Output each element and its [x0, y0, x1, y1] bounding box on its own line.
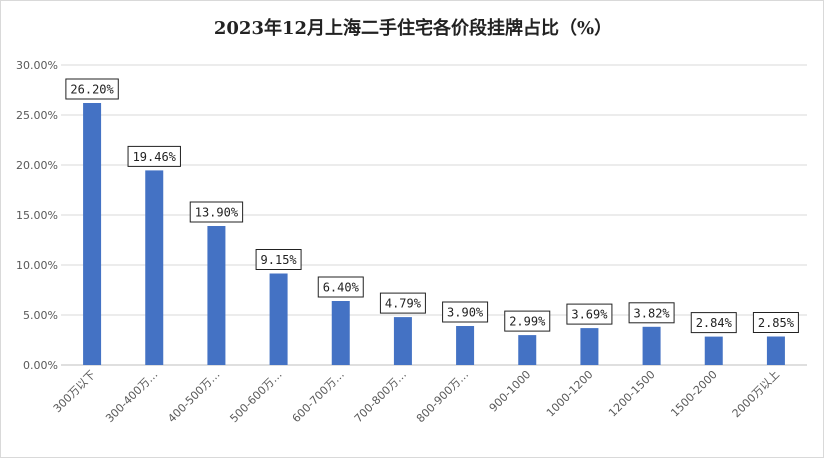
- data-label-box: [379, 292, 426, 314]
- bar: [207, 226, 226, 365]
- data-label-box: [504, 310, 551, 332]
- x-tick-label: 300万以下: [51, 368, 98, 415]
- bars: [83, 103, 785, 365]
- x-tick-label: 300-400万…: [103, 368, 160, 425]
- bar: [704, 336, 723, 365]
- y-tick-label: 25.00%: [16, 109, 58, 122]
- data-label: 26.20%: [70, 83, 114, 97]
- x-tick-label: 500-600万…: [227, 368, 284, 425]
- x-tick-label: 700-800万…: [352, 368, 409, 425]
- x-tick-label: 1500-2000: [668, 368, 720, 420]
- x-tick-label: 800-900万…: [414, 368, 471, 425]
- data-label: 3.69%: [571, 308, 608, 322]
- y-tick-label: 20.00%: [16, 159, 58, 172]
- data-label-box: [317, 276, 364, 298]
- chart-title: 2023年12月上海二手住宅各价段挂牌占比（%）: [214, 17, 612, 39]
- bar: [269, 273, 288, 365]
- bar: [518, 335, 537, 365]
- y-axis-ticks: 0.00% 5.00% 10.00% 15.00% 20.00% 25.00% 30.00%: [16, 59, 58, 372]
- data-label: 19.46%: [133, 150, 177, 164]
- data-labels: 26.20% 19.46% 13.90% 9.15% 6.40% 4.79% 3.90% 2.…: [65, 78, 799, 334]
- bar: [766, 336, 785, 365]
- bar: [456, 326, 475, 365]
- y-tick-label: 30.00%: [16, 59, 58, 72]
- data-label-box: [628, 302, 675, 324]
- data-label: 9.15%: [261, 253, 298, 267]
- x-tick-label: 400-500万…: [165, 368, 222, 425]
- bar: [393, 317, 412, 365]
- data-label-box: [189, 201, 244, 223]
- x-tick-label: 1000-1200: [544, 368, 596, 420]
- y-tick-label: 0.00%: [23, 359, 58, 372]
- x-tick-label: 1200-1500: [606, 368, 658, 420]
- data-label: 2.85%: [758, 316, 795, 330]
- data-label: 2.84%: [696, 316, 733, 330]
- x-tick-label: 2000万以上: [730, 368, 782, 420]
- gridlines: [61, 64, 807, 366]
- data-label: 6.40%: [323, 281, 360, 295]
- data-label: 2.99%: [509, 315, 546, 329]
- data-label-box: [690, 312, 737, 334]
- x-axis-ticks: 300万以下 300-400万… 400-500万… 500-600万… 600-700…: [51, 368, 782, 425]
- y-tick-label: 5.00%: [23, 309, 58, 322]
- x-tick-label: 900-1000: [487, 368, 534, 415]
- bar: [642, 326, 661, 365]
- data-label-box: [255, 249, 302, 270]
- bar: [145, 170, 164, 365]
- data-label: 3.90%: [447, 306, 484, 320]
- data-label: 13.90%: [195, 206, 239, 220]
- data-label-box: [127, 145, 181, 167]
- data-label-box: [752, 312, 799, 333]
- bar: [83, 103, 102, 365]
- y-tick-label: 10.00%: [16, 259, 58, 272]
- bar: [331, 301, 350, 365]
- data-label-box: [65, 78, 119, 100]
- bar: [580, 328, 599, 365]
- data-label: 3.82%: [634, 306, 671, 320]
- y-tick-label: 15.00%: [16, 209, 58, 222]
- data-label-box: [566, 303, 613, 325]
- x-tick-label: 600-700万…: [290, 368, 347, 425]
- data-label: 4.79%: [385, 297, 422, 311]
- data-label-box: [442, 301, 489, 323]
